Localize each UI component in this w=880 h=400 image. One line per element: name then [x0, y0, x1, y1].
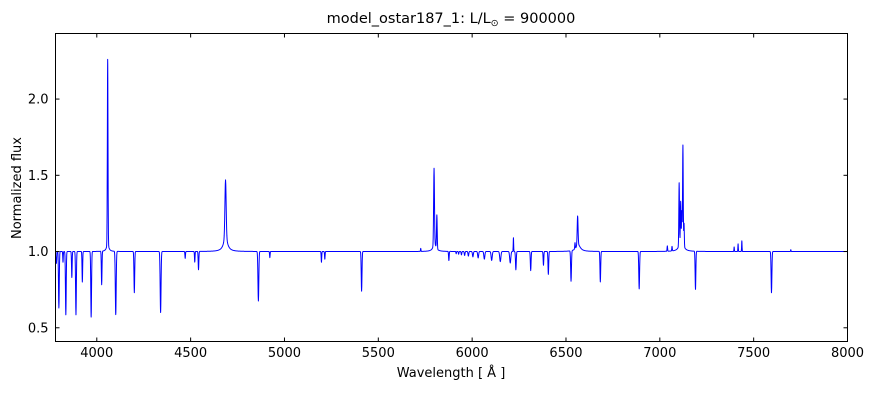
- x-tick-label: 5500: [362, 346, 395, 361]
- y-tick-label: 1.0: [28, 245, 49, 260]
- y-tick-label: 2.0: [28, 93, 49, 108]
- x-tick-label: 6500: [549, 346, 582, 361]
- x-tick-label: 7000: [643, 346, 676, 361]
- x-tick-label: 4000: [80, 346, 113, 361]
- y-tick-label: 0.5: [28, 321, 49, 336]
- x-tick-label: 7500: [737, 346, 770, 361]
- x-tick-label: 8000: [831, 346, 864, 361]
- y-tick-label: 1.5: [28, 169, 49, 184]
- x-axis-label: Wavelength [ Å ]: [396, 366, 506, 381]
- x-tick-label: 6000: [456, 346, 489, 361]
- sun-symbol: ⊙: [490, 18, 499, 29]
- plot-title: model_ostar187_1: L/L⊙ = 900000: [55, 11, 847, 29]
- axes-frame: [55, 33, 848, 342]
- plot-title-prefix: model_ostar187_1: L/L: [326, 11, 491, 27]
- y-axis-label: Normalized flux: [10, 137, 25, 239]
- spectrum-line: [55, 58, 848, 318]
- x-tick-label: 5000: [268, 346, 301, 361]
- plot-title-suffix: = 900000: [498, 11, 576, 27]
- x-tick-label: 4500: [174, 346, 207, 361]
